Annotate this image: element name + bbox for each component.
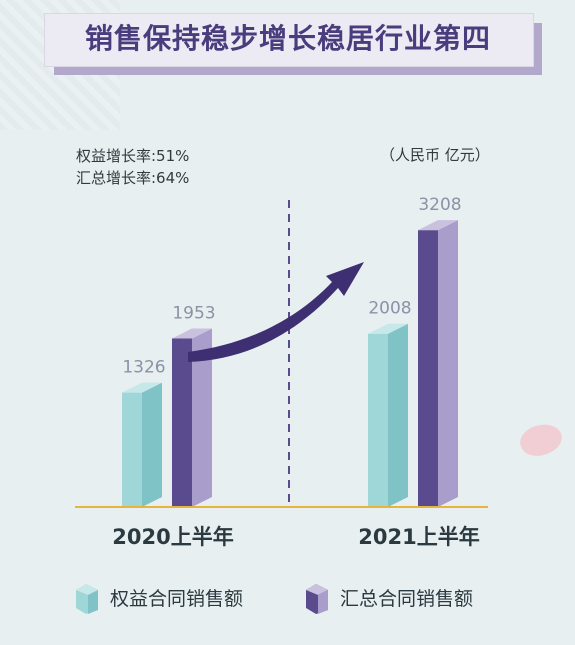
bar-total-1: [418, 220, 458, 507]
value-label-total-0: 1953: [172, 303, 215, 323]
category-label-2020: 2020上半年: [112, 525, 233, 549]
page-title: 销售保持稳步增长稳居行业第四: [84, 22, 491, 55]
legend-swatch-total: [306, 584, 328, 614]
bar-equity-0: [122, 382, 162, 507]
legend-label-total: 汇总合同销售额: [340, 588, 474, 610]
category-label-2021: 2021上半年: [358, 525, 479, 549]
bar-equity-1: [368, 323, 408, 507]
legend-label-equity: 权益合同销售额: [110, 588, 244, 610]
unit-label: （人民币 亿元）: [380, 146, 490, 164]
value-label-equity-0: 1326: [122, 358, 165, 378]
growth-arrow: [188, 262, 364, 362]
value-label-equity-1: 2008: [368, 299, 411, 319]
legend-swatch-equity: [76, 584, 98, 614]
equity-growth-rate: 权益增长率:51%: [76, 147, 190, 165]
value-label-total-1: 3208: [418, 195, 461, 215]
title-box: [44, 13, 534, 67]
bar-total-0: [172, 328, 212, 507]
total-growth-rate: 汇总增长率:64%: [76, 169, 190, 187]
growth-stats: 权益增长率:51% 汇总增长率:64%: [76, 145, 189, 189]
